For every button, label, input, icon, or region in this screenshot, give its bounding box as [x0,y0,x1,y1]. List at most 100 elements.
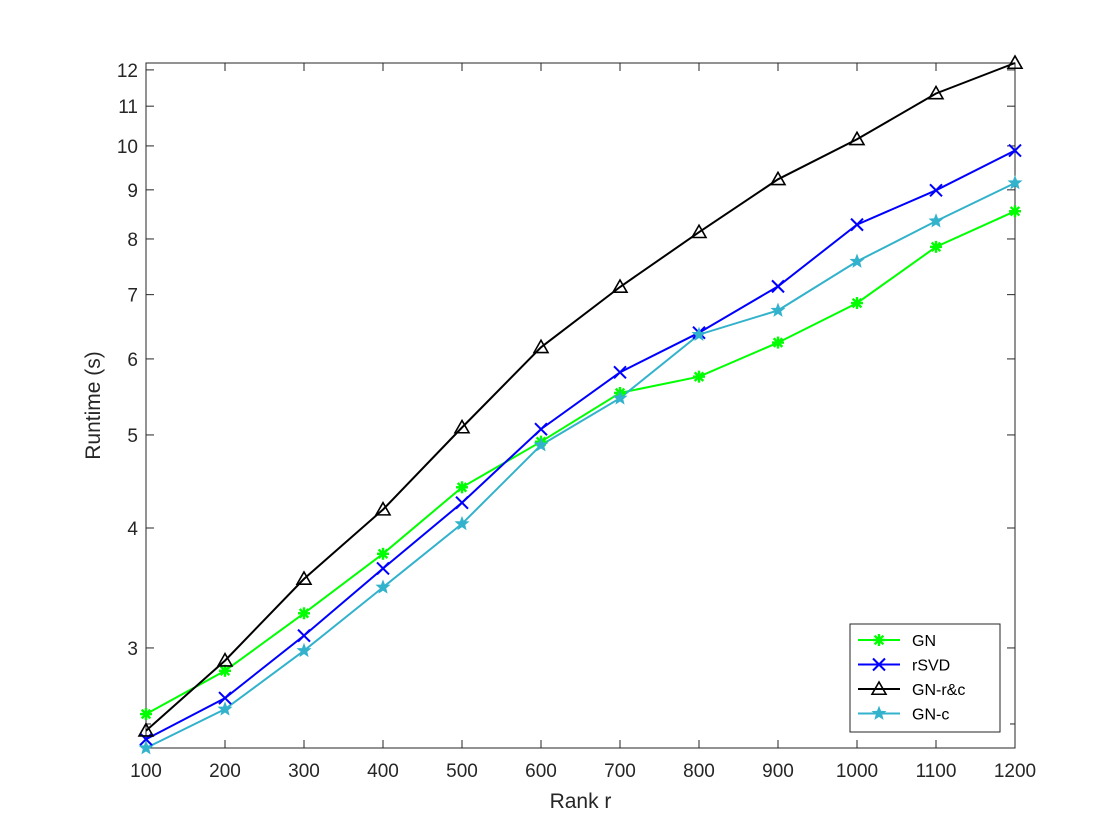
data-point-GN-stroke [377,548,389,559]
x-tick-label: 200 [209,761,241,782]
legend-marker-GN-r&c [870,680,888,696]
x-tick-label: 500 [446,761,478,782]
data-point-GN-stroke [456,482,468,493]
x-axis: 100 200 300 400 500 600 700 800 900 1000 1100 1200 [130,63,1036,782]
data-point-GN [140,708,152,721]
data-point-GN-c [375,579,391,594]
data-point-rSVD-stroke [850,217,864,232]
data-point-GN-c [612,390,628,405]
y-axis: 3 4 5 6 7 8 9 10 11 12 [117,61,1015,725]
data-point-rSVD-stroke [376,561,390,576]
data-point-rSVD-stroke [534,422,548,436]
data-point-GN-c [296,642,312,658]
series-markers [137,54,1024,755]
data-point-GN [298,607,310,620]
data-point-GN-r&c [137,722,155,737]
data-point-GN [930,240,942,253]
y-tick-label: 10 [117,137,138,158]
y-axis-title: Runtime (s) [82,351,105,460]
data-point-rSVD-stroke [218,691,232,705]
x-tick-label: 100 [130,761,162,782]
data-point-GN-stroke [219,665,231,676]
data-point-GN-r&c [1006,54,1024,70]
data-point-GN-c [770,302,786,317]
data-point-GN-c [691,326,707,342]
data-point-rSVD [771,279,785,294]
y-tick-label: 9 [127,181,138,202]
data-point-rSVD [850,217,864,232]
legend-marker-rSVD [872,657,886,672]
x-tick-label: 900 [762,761,794,782]
data-point-GN-stroke [930,241,942,253]
data-point-GN [219,664,231,677]
data-point-GN-r&c [295,570,313,585]
data-point-rSVD [455,496,469,510]
legend-marker-GN [873,634,885,646]
legend: GN rSVD GN-r&c GN-c [849,623,1001,733]
data-point-rSVD-stroke [1008,143,1022,158]
legend-marker-rSVD-stroke [872,657,886,672]
data-point-rSVD [1008,143,1022,158]
y-tick-label: 3 [127,639,138,660]
data-point-GN-r&c [453,418,471,434]
data-point-rSVD [297,628,311,643]
legend-marker-GN-stroke [873,634,885,646]
data-point-GN-c [928,213,944,228]
data-point-GN-r&c [690,223,708,239]
series-line-rSVD [145,149,1016,741]
x-axis-title: Rank r [550,790,612,813]
data-point-GN-stroke [772,337,784,348]
data-point-GN-r&c [611,278,629,294]
data-point-GN [456,481,468,494]
data-point-GN [772,336,784,349]
data-point-GN-c [1007,175,1023,190]
series-line-GN [145,210,1016,715]
data-point-rSVD-stroke [929,183,943,198]
data-point-rSVD [534,422,548,436]
y-tick-label: 7 [127,286,138,307]
data-point-rSVD [613,365,627,380]
y-tick-label: 4 [127,519,138,540]
x-tick-label: 1200 [994,761,1036,782]
data-point-GN-stroke [1009,206,1021,217]
data-point-GN-r&c [532,338,550,354]
series-line-GN-r&c [145,62,1016,732]
y-tick-label: 12 [117,61,138,82]
legend-label: GN [912,633,936,650]
data-point-GN-stroke [851,297,863,309]
legend-label: rSVD [912,658,950,675]
data-point-rSVD-stroke [297,628,311,643]
data-point-GN [851,297,863,310]
x-tick-label: 400 [367,761,399,782]
data-point-GN-r&c [216,652,234,667]
legend-marker-GN-c [871,705,887,720]
data-point-rSVD [929,183,943,198]
data-point-GN-stroke [140,708,152,720]
data-point-GN-r&c [848,130,866,146]
x-tick-label: 1000 [836,761,878,782]
data-point-GN-c [138,740,154,755]
y-tick-label: 5 [127,426,138,447]
data-point-rSVD-stroke [771,279,785,294]
y-tick-label: 6 [127,350,138,371]
data-point-GN-c [454,515,470,531]
data-point-GN-r&c [927,84,945,100]
data-point-GN-c [849,253,865,268]
data-point-rSVD-stroke [613,365,627,380]
data-point-rSVD-stroke [455,496,469,510]
x-tick-label: 600 [525,761,557,782]
data-point-GN-r&c [374,501,392,516]
data-point-GN [693,370,705,383]
y-tick-label: 11 [118,97,138,118]
data-point-GN-stroke [298,608,310,619]
x-tick-label: 300 [288,761,320,782]
data-point-GN-c [533,437,549,452]
data-point-GN-r&c [769,170,787,186]
y-tick-label: 8 [127,230,138,251]
legend-label: GN-c [912,707,949,724]
x-tick-label: 700 [604,761,636,782]
data-point-GN-c [217,701,233,716]
legend-label: GN-r&c [912,682,965,699]
data-point-rSVD [218,691,232,705]
